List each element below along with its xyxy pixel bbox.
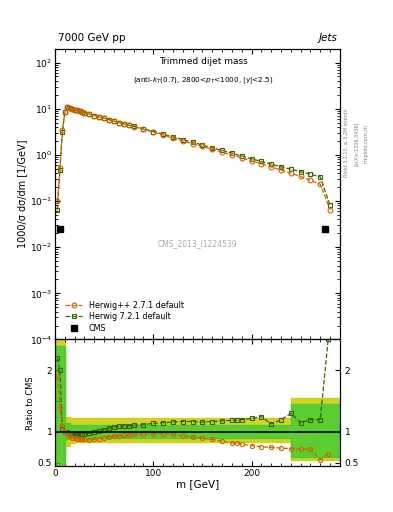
Y-axis label: Ratio to CMS: Ratio to CMS [26, 376, 35, 430]
Text: Jets: Jets [318, 33, 337, 43]
Herwig 7.2.1 default [68, 104, 72, 111]
Text: (anti-$k_{T}$(0.7), 2800<$p_{T}$<1000, |y|<2.5): (anti-$k_{T}$(0.7), 2800<$p_{T}$<1000, |… [133, 75, 273, 86]
Herwig 7.2.1 default [298, 168, 303, 175]
Herwig 7.2.1 default [318, 174, 323, 180]
Line: Herwig 7.2.1 default: Herwig 7.2.1 default [55, 104, 332, 212]
Herwig 7.2.1 default [121, 121, 126, 127]
Herwig++ 2.7.1 default [121, 121, 126, 127]
Herwig++ 2.7.1 default [58, 165, 62, 171]
Herwig 7.2.1 default [97, 114, 101, 120]
Herwig 7.2.1 default [82, 110, 87, 116]
Herwig++ 2.7.1 default [117, 119, 121, 125]
Herwig++ 2.7.1 default [220, 149, 224, 155]
Herwig++ 2.7.1 default [239, 155, 244, 161]
Herwig++ 2.7.1 default [141, 126, 146, 132]
Herwig++ 2.7.1 default [77, 108, 82, 114]
Herwig++ 2.7.1 default [62, 109, 67, 115]
Herwig 7.2.1 default [259, 158, 264, 164]
Herwig++ 2.7.1 default [75, 108, 79, 114]
Herwig++ 2.7.1 default [190, 141, 195, 147]
Herwig++ 2.7.1 default [288, 170, 293, 176]
Herwig++ 2.7.1 default [92, 113, 97, 119]
X-axis label: m [GeV]: m [GeV] [176, 479, 219, 489]
Herwig++ 2.7.1 default [87, 111, 92, 117]
Herwig++ 2.7.1 default [210, 146, 215, 153]
Text: [arXiv:1306.3436]: [arXiv:1306.3436] [354, 121, 359, 165]
Herwig++ 2.7.1 default [180, 138, 185, 144]
Herwig 7.2.1 default [65, 104, 70, 110]
Herwig 7.2.1 default [92, 113, 97, 119]
Herwig 7.2.1 default [55, 206, 60, 212]
Herwig 7.2.1 default [161, 131, 165, 137]
Herwig 7.2.1 default [70, 106, 75, 112]
Line: Herwig++ 2.7.1 default: Herwig++ 2.7.1 default [55, 104, 332, 212]
Herwig++ 2.7.1 default [269, 164, 274, 170]
Herwig++ 2.7.1 default [200, 143, 205, 150]
Herwig++ 2.7.1 default [107, 117, 112, 123]
Herwig 7.2.1 default [190, 139, 195, 145]
Herwig++ 2.7.1 default [68, 104, 72, 111]
Herwig 7.2.1 default [288, 166, 293, 172]
Herwig++ 2.7.1 default [60, 126, 65, 133]
Herwig 7.2.1 default [60, 129, 65, 135]
Herwig 7.2.1 default [171, 134, 175, 140]
Herwig++ 2.7.1 default [249, 158, 254, 164]
Herwig 7.2.1 default [112, 118, 116, 124]
Herwig 7.2.1 default [117, 119, 121, 125]
Herwig 7.2.1 default [107, 117, 112, 123]
Legend: Herwig++ 2.7.1 default, Herwig 7.2.1 default, CMS: Herwig++ 2.7.1 default, Herwig 7.2.1 def… [65, 301, 184, 332]
Text: Rivet 3.1.10, ≥ 3.2M events: Rivet 3.1.10, ≥ 3.2M events [344, 109, 349, 178]
Herwig++ 2.7.1 default [131, 123, 136, 130]
Herwig++ 2.7.1 default [151, 129, 156, 135]
Herwig++ 2.7.1 default [97, 114, 101, 120]
Herwig 7.2.1 default [141, 126, 146, 132]
Text: CMS_2013_I1224539: CMS_2013_I1224539 [158, 239, 237, 248]
Herwig++ 2.7.1 default [72, 106, 77, 113]
Herwig 7.2.1 default [62, 109, 67, 115]
Herwig 7.2.1 default [269, 161, 274, 167]
Herwig 7.2.1 default [279, 164, 283, 170]
Herwig 7.2.1 default [239, 153, 244, 159]
Herwig++ 2.7.1 default [230, 152, 234, 158]
Herwig 7.2.1 default [72, 106, 77, 113]
Herwig++ 2.7.1 default [161, 132, 165, 138]
Herwig++ 2.7.1 default [328, 206, 332, 212]
Herwig++ 2.7.1 default [171, 135, 175, 141]
Herwig 7.2.1 default [308, 171, 313, 177]
Herwig 7.2.1 default [180, 136, 185, 142]
Herwig++ 2.7.1 default [80, 109, 84, 115]
Herwig++ 2.7.1 default [259, 161, 264, 167]
Herwig 7.2.1 default [102, 115, 107, 121]
Herwig 7.2.1 default [58, 166, 62, 173]
Herwig 7.2.1 default [249, 156, 254, 162]
Herwig 7.2.1 default [328, 202, 332, 208]
Herwig++ 2.7.1 default [65, 104, 70, 110]
Herwig++ 2.7.1 default [55, 198, 60, 204]
Herwig 7.2.1 default [131, 123, 136, 130]
Herwig++ 2.7.1 default [279, 167, 283, 173]
Herwig++ 2.7.1 default [127, 122, 131, 128]
Text: 7000 GeV pp: 7000 GeV pp [58, 33, 125, 43]
Herwig 7.2.1 default [210, 145, 215, 151]
Herwig 7.2.1 default [230, 150, 234, 156]
Text: mcplots.cern.ch: mcplots.cern.ch [364, 124, 369, 163]
Herwig++ 2.7.1 default [112, 118, 116, 124]
Herwig 7.2.1 default [75, 108, 79, 114]
Herwig++ 2.7.1 default [318, 181, 323, 187]
Herwig++ 2.7.1 default [70, 106, 75, 112]
Herwig++ 2.7.1 default [298, 174, 303, 180]
Herwig 7.2.1 default [80, 109, 84, 115]
Y-axis label: 1000/σ dσ/dm [1/GeV]: 1000/σ dσ/dm [1/GeV] [17, 140, 27, 248]
Herwig++ 2.7.1 default [102, 115, 107, 121]
Text: Trimmed dijet mass: Trimmed dijet mass [159, 57, 248, 67]
Herwig++ 2.7.1 default [308, 177, 313, 183]
Herwig 7.2.1 default [200, 142, 205, 148]
Herwig 7.2.1 default [127, 122, 131, 128]
Herwig 7.2.1 default [220, 147, 224, 154]
Herwig++ 2.7.1 default [82, 110, 87, 116]
Herwig 7.2.1 default [151, 129, 156, 135]
Herwig 7.2.1 default [77, 108, 82, 114]
Herwig 7.2.1 default [87, 111, 92, 117]
